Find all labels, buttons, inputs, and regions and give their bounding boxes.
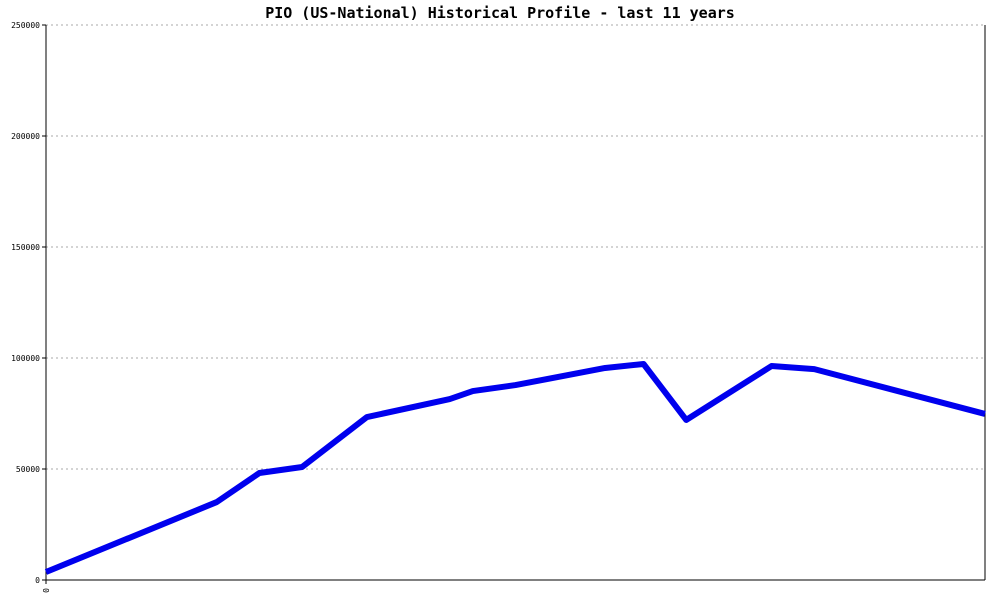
y-tick-label: 200000	[11, 132, 40, 141]
y-tick-label: 250000	[11, 21, 40, 30]
line-series	[44, 360, 986, 575]
y-tick-label: 0	[35, 576, 40, 585]
y-tick-label: 50000	[16, 465, 40, 474]
y-tick-label: 150000	[11, 243, 40, 252]
y-tick-label: 100000	[11, 354, 40, 363]
chart-title: PIO (US-National) Historical Profile - l…	[265, 4, 735, 22]
x-tick-label: 0	[42, 588, 51, 593]
